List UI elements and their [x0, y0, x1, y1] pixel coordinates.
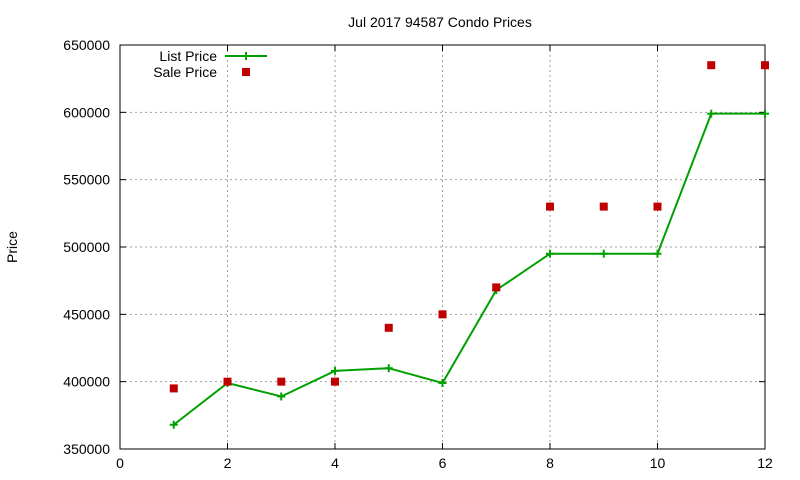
list-price-point	[438, 379, 447, 388]
x-tick-label: 2	[224, 455, 232, 471]
x-tick-label: 12	[757, 455, 773, 471]
sale-price-point	[546, 202, 554, 211]
x-tick-label: 4	[331, 455, 339, 471]
sale-price-point	[707, 61, 716, 70]
sale-price-point	[438, 310, 447, 319]
y-tick-label: 550000	[63, 172, 110, 188]
legend-marker-list-price	[242, 52, 250, 60]
sale-price-point	[761, 61, 769, 70]
list-price-point	[599, 249, 608, 258]
sale-price-point	[384, 323, 393, 332]
series-layer	[169, 61, 769, 429]
y-tick-label: 400000	[63, 374, 110, 390]
y-tick-label: 650000	[63, 37, 110, 53]
y-tick-label: 600000	[63, 104, 110, 120]
y-axis: 350000 400000 450000 500000 550000 600000 6500…	[63, 37, 765, 457]
y-tick-label: 500000	[63, 239, 110, 255]
x-tick-label: 0	[116, 455, 124, 471]
sale-price-point	[653, 202, 662, 211]
list-price-point	[277, 392, 286, 401]
y-axis-label: Price	[4, 231, 20, 263]
x-tick-label: 10	[650, 455, 666, 471]
sale-price-point	[492, 283, 501, 292]
list-price-point	[169, 420, 178, 429]
list-price-point	[653, 249, 662, 258]
sale-price-point	[331, 377, 339, 386]
x-tick-label: 8	[546, 455, 554, 471]
list-price-line	[173, 112, 765, 426]
sale-price-point	[277, 377, 286, 386]
list-price-point	[331, 366, 339, 375]
list-price-point	[546, 249, 554, 258]
legend-marker-sale-price	[242, 68, 250, 76]
legend-label-list-price: List Price	[159, 48, 217, 64]
chart-title: Jul 2017 94587 Condo Prices	[348, 14, 532, 30]
y-tick-label: 350000	[63, 441, 110, 457]
sale-price-point	[223, 377, 232, 386]
legend-label-sale-price: Sale Price	[153, 64, 217, 80]
list-price-point	[761, 109, 769, 118]
y-tick-label: 450000	[63, 306, 110, 322]
x-tick-label: 6	[439, 455, 447, 471]
sale-price-point	[599, 202, 608, 211]
grid	[120, 45, 765, 449]
x-axis: 0 2 4 6 8 10 12	[116, 45, 773, 471]
sale-price-point	[169, 384, 178, 393]
list-price-point	[384, 364, 393, 373]
list-price-point	[707, 109, 716, 118]
